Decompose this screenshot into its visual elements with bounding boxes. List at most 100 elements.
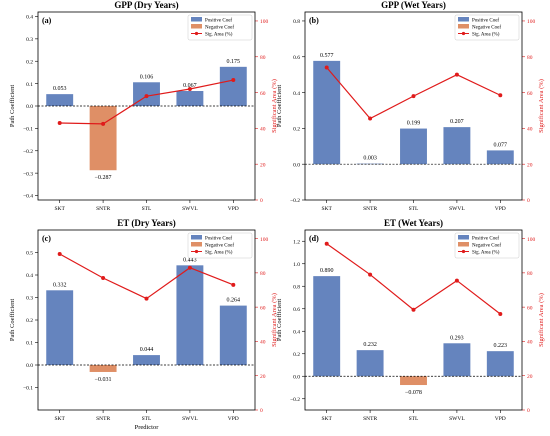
y2-tick-label: 60 (527, 305, 533, 311)
legend-label: Sig. Area (%) (205, 250, 233, 255)
y-tick-label: −0.1 (23, 386, 33, 392)
bar-value-label: 0.443 (183, 257, 197, 263)
y2-tick-label: 60 (527, 91, 533, 97)
y-tick-label: 0.8 (293, 19, 300, 25)
sig-area-point (368, 272, 373, 277)
sig-area-point (498, 312, 503, 316)
bar-swvl (443, 343, 471, 377)
chart-panel-2: GPP (Wet Years) −0.2 0.0 0.2 0.4 0.6 0.8 0 20 40 6… (276, 0, 545, 212)
sig-area-point (454, 72, 459, 77)
y-tick-label: 0.1 (26, 82, 33, 88)
sig-area-point (231, 282, 236, 287)
sig-area-point (101, 276, 106, 280)
y-tick-label: 0.0 (26, 104, 33, 110)
y-axis-label: Path Coefficient (9, 85, 16, 127)
y-tick-label: 0.6 (293, 307, 300, 313)
legend-swatch-positive (458, 17, 469, 22)
y2-tick-label: 80 (527, 271, 533, 277)
legend-label: Sig. Area (%) (205, 32, 233, 37)
sig-area-point (144, 94, 149, 99)
legend-swatch-positive (191, 235, 202, 240)
bar-value-label: 0.175 (227, 59, 241, 65)
legend-label: Positive Coef (472, 236, 499, 241)
x-tick-label: STL (142, 206, 152, 212)
legend-label: Positive Coef (472, 18, 499, 23)
bar-value-label: 0.199 (407, 121, 421, 127)
legend-swatch-positive (458, 235, 469, 240)
y-tick-label: 0.1 (26, 341, 33, 347)
legend: Positive Coef Negative Coef Sig. Area (%) (187, 14, 253, 41)
bar-value-label: 0.890 (320, 268, 334, 274)
y2-tick-label: 20 (260, 374, 266, 380)
x-tick-label: SKT (322, 206, 333, 212)
chart-panel-3: ET (Dry Years) −0.1 0.0 0.1 0.2 0.3 0.4 0.5 0 20 4… (9, 218, 278, 431)
y2-tick-label: 40 (527, 127, 533, 133)
sig-area-point (411, 94, 416, 99)
y2-tick-label: 0 (260, 198, 263, 204)
y2-axis-label: Significant Area (%) (538, 293, 545, 347)
sig-area-line (326, 67, 501, 120)
bar-value-label: 0.293 (450, 335, 464, 341)
panel-title: GPP (Wet Years) (381, 0, 446, 10)
legend-swatch-marker (194, 31, 199, 36)
x-tick-label: STL (409, 206, 419, 212)
x-tick-label: SWVL (449, 206, 465, 212)
bar-sntr (89, 106, 117, 171)
y-tick-label: 0.4 (293, 91, 300, 97)
legend-label: Sig. Area (%) (472, 250, 500, 255)
panel-label: (a) (42, 16, 52, 25)
bar-value-label: 0.067 (183, 83, 197, 89)
y2-tick-label: 0 (260, 408, 263, 414)
bar-stl (400, 128, 427, 165)
bar-swvl (176, 91, 204, 106)
y2-tick-label: 100 (527, 237, 536, 243)
sig-area-point (411, 307, 416, 312)
legend-label: Sig. Area (%) (472, 32, 500, 37)
legend: Positive Coef Negative Coef Sig. Area (%) (187, 232, 253, 259)
sig-area-point (324, 241, 329, 246)
bar-stl (133, 355, 160, 365)
legend-swatch-marker (194, 249, 199, 254)
x-tick-label: SNTR (96, 206, 110, 212)
x-tick-label: SNTR (96, 416, 110, 422)
y-tick-label: −0.3 (23, 171, 33, 177)
y2-tick-label: 40 (260, 127, 266, 133)
legend-box (454, 232, 520, 259)
y-tick-label: −0.4 (23, 194, 33, 200)
x-tick-label: VPD (495, 206, 506, 212)
y-tick-label: 0.2 (26, 318, 33, 324)
bar-vpd (219, 66, 247, 106)
bar-vpd (219, 305, 247, 365)
y2-tick-label: 60 (260, 305, 266, 311)
y-tick-label: 0.8 (293, 284, 300, 290)
y-axis-label: Path Coefficient (9, 299, 16, 341)
y-tick-label: 0.0 (293, 162, 300, 168)
sig-area-line (59, 253, 234, 300)
sig-area-point (57, 252, 62, 256)
bar-value-label: 0.077 (494, 142, 508, 148)
x-tick-label: SKT (55, 206, 66, 212)
x-tick-label: SWVL (182, 416, 198, 422)
bar-sntr (356, 163, 384, 165)
legend: Positive Coef Negative Coef Sig. Area (%) (454, 14, 520, 41)
sig-area-point (324, 65, 329, 70)
legend-box (187, 232, 253, 259)
legend-swatch-negative (191, 242, 202, 247)
bar-skt (46, 94, 74, 106)
bar-value-label: 0.106 (140, 74, 154, 80)
x-tick-label: SNTR (363, 416, 377, 422)
y2-tick-label: 20 (527, 162, 533, 168)
y-tick-label: 0.0 (26, 363, 33, 369)
legend-label: Negative Coef (472, 243, 501, 248)
bar-skt (46, 290, 74, 365)
bar-value-label: −0.287 (95, 175, 112, 181)
y-tick-label: 0.5 (26, 251, 33, 257)
y2-tick-label: 100 (260, 237, 269, 243)
y-tick-label: 0.3 (26, 296, 33, 302)
legend-box (454, 14, 520, 41)
bar-value-label: 0.207 (450, 119, 464, 125)
chart-panel-4: ET (Wet Years) −0.2 0.0 0.2 0.4 0.6 0.8 1.0 1.2 0… (276, 218, 545, 422)
y2-axis-label: Significant Area (%) (271, 79, 278, 133)
